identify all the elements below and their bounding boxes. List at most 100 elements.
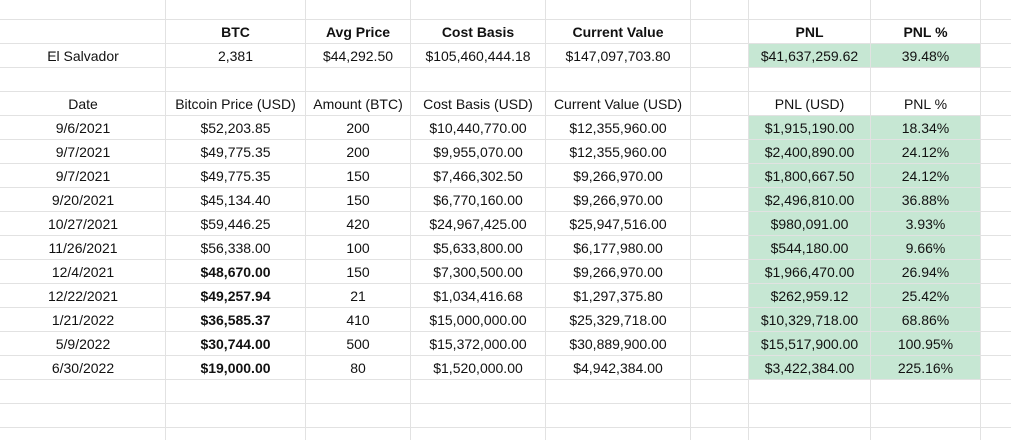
grid-line xyxy=(870,0,871,440)
cell: $105,460,444.18 xyxy=(425,48,531,64)
highlight xyxy=(871,164,980,187)
highlight xyxy=(871,332,980,355)
cell: PNL (USD) xyxy=(774,96,845,112)
cell: 410 xyxy=(346,312,370,328)
grid-line xyxy=(0,235,1011,236)
highlight xyxy=(871,212,980,235)
cell: $15,517,900.00 xyxy=(760,336,859,352)
cell: Cost Basis xyxy=(441,24,515,40)
cell: 10/27/2021 xyxy=(47,216,119,232)
cell: $7,466,302.50 xyxy=(433,168,523,184)
cell: 25.42% xyxy=(901,288,950,304)
cell: $49,257.94 xyxy=(200,288,271,304)
highlight xyxy=(749,236,870,259)
cell: Date xyxy=(68,96,98,112)
cell: $3,422,384.00 xyxy=(764,360,855,376)
cell: 150 xyxy=(346,192,370,208)
cell: $6,770,160.00 xyxy=(433,192,523,208)
grid-line xyxy=(165,0,166,440)
highlight xyxy=(749,188,870,211)
cell: $544,180.00 xyxy=(770,240,849,256)
grid-line xyxy=(0,331,1011,332)
cell: $10,329,718.00 xyxy=(760,312,859,328)
highlight xyxy=(871,308,980,331)
cell: Cost Basis (USD) xyxy=(423,96,533,112)
cell: 80 xyxy=(350,360,366,376)
cell: Current Value (USD) xyxy=(553,96,683,112)
cell: $6,177,980.00 xyxy=(573,240,663,256)
cell: PNL xyxy=(795,24,824,40)
cell: $7,300,500.00 xyxy=(433,264,523,280)
cell: 9/6/2021 xyxy=(55,120,111,136)
highlight xyxy=(871,44,980,67)
highlight xyxy=(749,212,870,235)
highlight xyxy=(871,140,980,163)
cell: $9,955,070.00 xyxy=(433,144,523,160)
cell: $30,744.00 xyxy=(200,336,271,352)
cell: 200 xyxy=(346,144,370,160)
cell: 12/4/2021 xyxy=(51,264,115,280)
cell: 1/21/2022 xyxy=(51,312,115,328)
grid-line xyxy=(0,403,1011,404)
cell: $10,440,770.00 xyxy=(429,120,527,136)
cell: 100 xyxy=(346,240,370,256)
highlight xyxy=(749,356,870,379)
cell: 68.86% xyxy=(901,312,950,328)
grid-line xyxy=(0,91,1011,92)
cell: 200 xyxy=(346,120,370,136)
cell: 3.93% xyxy=(905,216,946,232)
grid-line xyxy=(305,0,306,440)
cell: Avg Price xyxy=(325,24,391,40)
cell: 18.34% xyxy=(901,120,950,136)
grid-line xyxy=(0,187,1011,188)
highlight xyxy=(871,284,980,307)
cell: $9,266,970.00 xyxy=(573,168,663,184)
cell: $24,967,425.00 xyxy=(429,216,527,232)
cell: $36,585.37 xyxy=(200,312,271,328)
cell: $980,091.00 xyxy=(770,216,849,232)
cell: $1,297,375.80 xyxy=(573,288,663,304)
cell: Current Value xyxy=(572,24,664,40)
cell: $19,000.00 xyxy=(200,360,271,376)
cell: $1,800,667.50 xyxy=(764,168,855,184)
cell: 5/9/2022 xyxy=(55,336,111,352)
cell: $1,966,470.00 xyxy=(764,264,855,280)
cell: 150 xyxy=(346,264,370,280)
highlight xyxy=(749,260,870,283)
cell: $9,266,970.00 xyxy=(573,264,663,280)
highlight xyxy=(871,188,980,211)
cell: 9/7/2021 xyxy=(55,168,111,184)
highlight xyxy=(749,164,870,187)
grid-line xyxy=(690,0,691,440)
cell: 21 xyxy=(350,288,366,304)
grid-line xyxy=(545,0,546,440)
cell: 9.66% xyxy=(905,240,946,256)
cell: $45,134.40 xyxy=(200,192,271,208)
cell: $147,097,703.80 xyxy=(565,48,671,64)
cell: 6/30/2022 xyxy=(51,360,115,376)
highlight xyxy=(871,260,980,283)
cell: $4,942,384.00 xyxy=(573,360,663,376)
cell: 11/26/2021 xyxy=(48,240,118,256)
cell: $15,000,000.00 xyxy=(429,312,527,328)
grid-line xyxy=(748,0,749,440)
cell: $12,355,960.00 xyxy=(569,144,667,160)
grid-line xyxy=(0,307,1011,308)
cell: $59,446.25 xyxy=(200,216,271,232)
cell: $2,400,890.00 xyxy=(764,144,855,160)
cell: Bitcoin Price (USD) xyxy=(175,96,296,112)
grid-line xyxy=(980,0,981,440)
cell: 24.12% xyxy=(901,144,950,160)
cell: $25,329,718.00 xyxy=(569,312,667,328)
cell: $15,372,000.00 xyxy=(429,336,527,352)
highlight xyxy=(749,140,870,163)
cell: 24.12% xyxy=(901,168,950,184)
grid-line xyxy=(410,0,411,440)
cell: BTC xyxy=(221,24,250,40)
cell: 26.94% xyxy=(901,264,950,280)
grid-line xyxy=(0,43,1011,44)
highlight xyxy=(749,308,870,331)
cell: 100.95% xyxy=(897,336,954,352)
cell: 9/7/2021 xyxy=(55,144,111,160)
